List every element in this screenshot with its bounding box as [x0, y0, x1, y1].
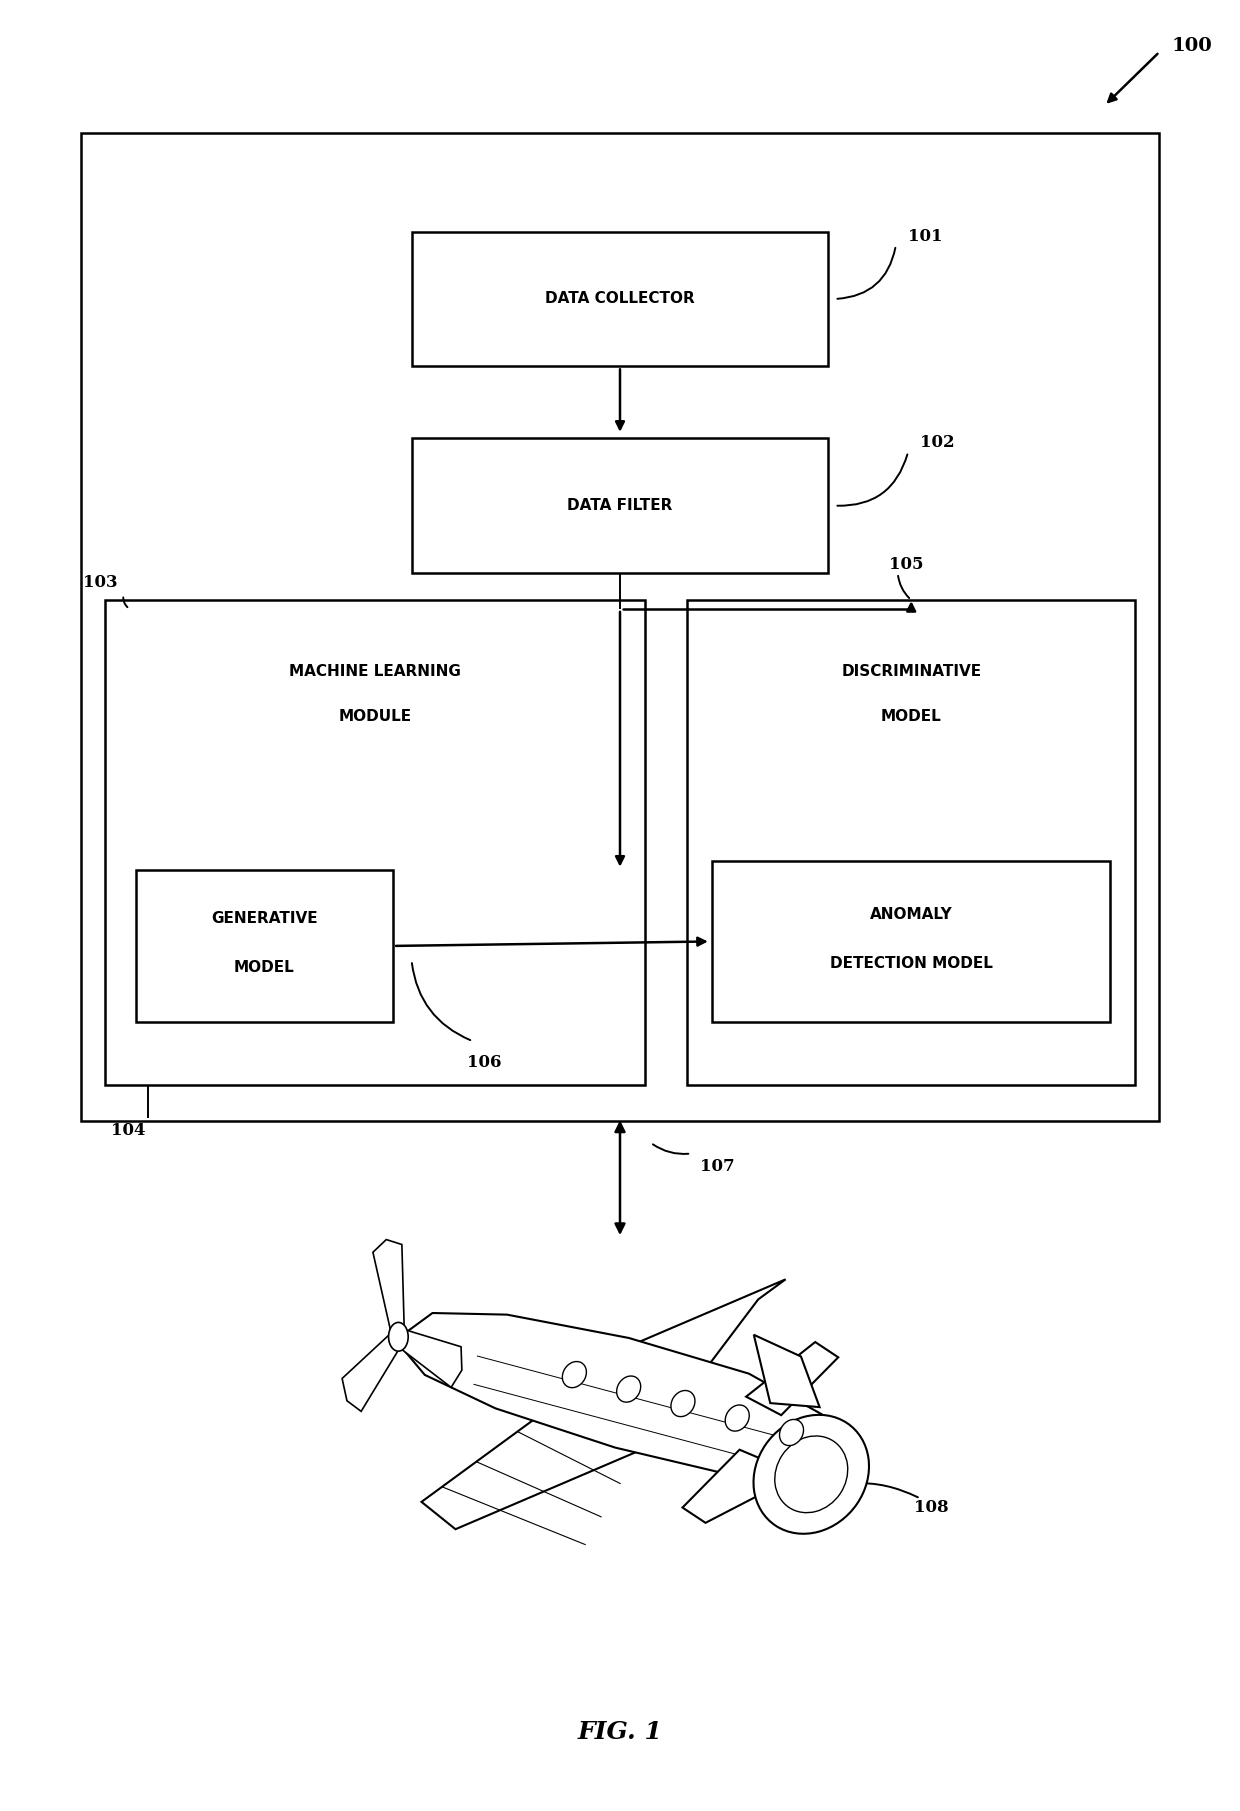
Text: 106: 106 — [466, 1054, 501, 1072]
Text: MODEL: MODEL — [234, 960, 295, 974]
FancyBboxPatch shape — [412, 232, 828, 366]
FancyBboxPatch shape — [412, 438, 828, 572]
Text: DATA FILTER: DATA FILTER — [568, 498, 672, 513]
Text: MACHINE LEARNING: MACHINE LEARNING — [289, 665, 461, 679]
Polygon shape — [682, 1449, 799, 1523]
Polygon shape — [601, 1279, 786, 1398]
Polygon shape — [754, 1335, 820, 1407]
FancyBboxPatch shape — [81, 132, 1159, 1121]
Text: 105: 105 — [889, 556, 924, 572]
Ellipse shape — [725, 1405, 749, 1431]
Polygon shape — [397, 1327, 461, 1387]
Text: DISCRIMINATIVE: DISCRIMINATIVE — [841, 665, 981, 679]
Polygon shape — [746, 1342, 838, 1414]
Text: MODULE: MODULE — [339, 710, 412, 724]
Text: DATA COLLECTOR: DATA COLLECTOR — [546, 292, 694, 306]
Polygon shape — [373, 1239, 404, 1338]
FancyBboxPatch shape — [687, 599, 1135, 1085]
Text: MODEL: MODEL — [880, 710, 941, 724]
Text: 102: 102 — [920, 435, 955, 451]
Text: 104: 104 — [112, 1121, 145, 1139]
Ellipse shape — [563, 1362, 587, 1387]
Polygon shape — [342, 1329, 402, 1411]
Ellipse shape — [616, 1376, 641, 1402]
Polygon shape — [422, 1402, 640, 1528]
Text: GENERATIVE: GENERATIVE — [211, 911, 317, 927]
Text: ANOMALY: ANOMALY — [869, 907, 952, 922]
Text: 101: 101 — [908, 228, 942, 244]
FancyBboxPatch shape — [712, 860, 1111, 1023]
Ellipse shape — [780, 1420, 804, 1445]
Text: 103: 103 — [83, 574, 118, 590]
Text: 100: 100 — [1172, 38, 1213, 56]
Ellipse shape — [671, 1391, 694, 1416]
FancyBboxPatch shape — [135, 869, 393, 1023]
Polygon shape — [403, 1313, 862, 1490]
Circle shape — [388, 1322, 408, 1351]
Text: 108: 108 — [914, 1500, 949, 1516]
FancyBboxPatch shape — [105, 599, 645, 1085]
Text: 107: 107 — [699, 1157, 734, 1175]
Ellipse shape — [754, 1414, 869, 1534]
Ellipse shape — [775, 1436, 848, 1512]
Text: FIG. 1: FIG. 1 — [578, 1720, 662, 1744]
Text: DETECTION MODEL: DETECTION MODEL — [830, 956, 993, 971]
